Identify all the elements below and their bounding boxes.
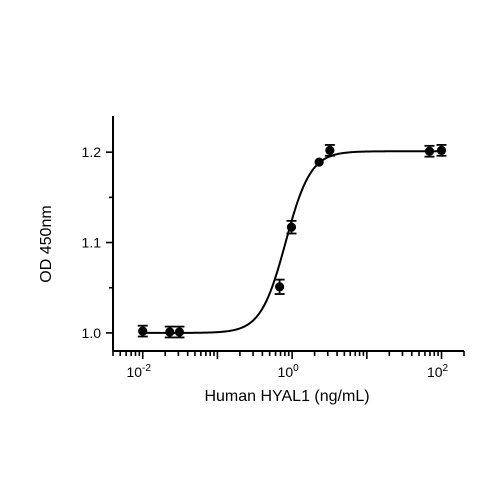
x-tick-label: 100 [278, 363, 300, 380]
x-axis: 10-2 100 102 [112, 350, 465, 380]
fit-curve-group [142, 150, 442, 334]
x-tick-label: 102 [427, 363, 449, 380]
data-point [138, 326, 148, 336]
data-point [165, 327, 175, 337]
y-axis: 1.0 1.1 1.2 [82, 116, 114, 351]
x-tick-label: 10-2 [126, 363, 151, 380]
y-tick-label: 1.0 [82, 325, 102, 341]
fit-curve [142, 150, 442, 334]
data-point [286, 222, 297, 232]
data-point [174, 327, 185, 337]
x-axis-title: Human HYAL1 (ng/mL) [204, 388, 369, 405]
y-axis-title: OD 450nm [38, 205, 55, 282]
y-tick-label: 1.1 [82, 235, 102, 251]
data-point [314, 157, 324, 167]
data-point [325, 145, 335, 155]
data-points [137, 144, 447, 339]
data-point [424, 146, 435, 156]
data-point [436, 145, 447, 155]
data-point [275, 282, 285, 292]
y-tick-label: 1.2 [82, 144, 102, 160]
